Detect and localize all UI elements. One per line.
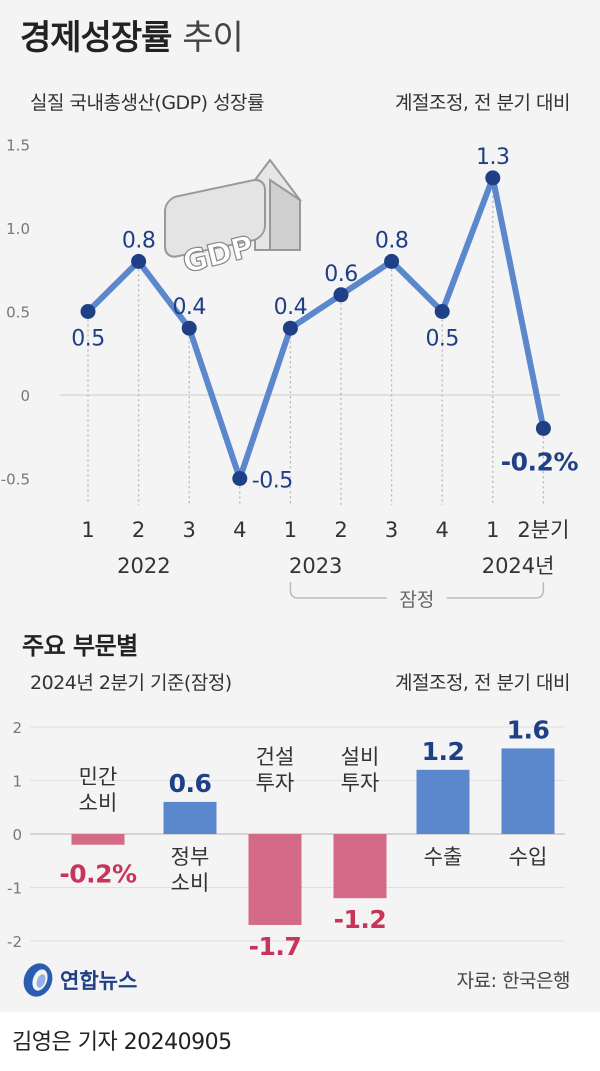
x-year-label: 2022	[117, 554, 170, 578]
gdp-illustration: GDP	[164, 158, 302, 281]
gdp-data-point	[131, 253, 147, 269]
sector-bar	[333, 834, 387, 899]
gdp-value-label: 0.6	[324, 262, 358, 287]
sector-category-line: 민간	[79, 765, 118, 789]
sector-value-label: 1.6	[507, 715, 550, 744]
sector-value-label: 0.6	[169, 769, 212, 798]
gdp-value-label: 0.4	[274, 295, 308, 320]
chart2-note: 계절조정, 전 분기 대비	[395, 672, 570, 694]
sector-bar	[248, 834, 302, 925]
y-tick-label: 0.5	[6, 304, 30, 322]
sector-category-line: 정부	[171, 845, 210, 869]
sector-value-label: 1.2	[422, 737, 465, 766]
gdp-value-label: 1.3	[476, 145, 510, 170]
x-tick-label: 2	[132, 518, 145, 542]
sector-bar	[71, 834, 125, 845]
sector-category-line: 소비	[79, 791, 118, 815]
y-tick-label: 0	[20, 387, 30, 405]
chart1-note: 계절조정, 전 분기 대비	[395, 92, 570, 114]
byline: 김영은 기자 20240905	[12, 1030, 232, 1055]
gdp-value-label: 0.5	[71, 327, 105, 352]
sector-value-label: -1.2	[334, 905, 387, 934]
sector-category-label: 정부 소비	[171, 845, 210, 895]
x-tick-label: 2분기	[517, 518, 569, 542]
gdp-value-label: 0.4	[172, 295, 206, 320]
gdp-value-label: -0.2%	[501, 447, 579, 476]
gdp-value-label: 0.8	[122, 228, 156, 253]
gdp-data-point	[80, 304, 96, 319]
section2-title: 주요 부문별	[22, 632, 138, 660]
gdp-series-line	[85, 174, 547, 482]
chart1-subtitle: 실질 국내총생산(GDP) 성장률	[30, 92, 265, 114]
sector-bar	[163, 801, 217, 834]
y-tick-label: 0	[12, 826, 22, 844]
gdp-data-point	[434, 304, 450, 319]
x-year-label: 2023	[289, 554, 342, 578]
gdp-value-label: -0.5	[252, 469, 293, 494]
page-title: 경제성장률 추이	[20, 18, 244, 58]
gdp-data-point	[181, 320, 197, 336]
y-tick-label: -1	[7, 880, 22, 898]
y-tick-label: -0.5	[1, 471, 30, 489]
footer-bar	[0, 1012, 600, 1071]
sector-category-label: 민간 소비	[79, 765, 118, 815]
gdp-data-point	[282, 320, 298, 336]
gdp-block-shape	[164, 178, 266, 258]
y-tick-label: 1.5	[6, 137, 30, 155]
sector-category-line: 소비	[171, 871, 210, 895]
gdp-data-point	[384, 253, 400, 269]
x-tick-label: 1	[284, 518, 297, 542]
gdp-data-point	[333, 287, 349, 303]
source-note: 자료: 한국은행	[456, 970, 571, 992]
x-tick-label: 1	[81, 518, 94, 542]
sector-category-line: 설비	[341, 745, 380, 769]
sector-category-line: 투자	[256, 771, 295, 795]
arrow-side-shape	[269, 178, 301, 251]
gdp-data-point	[232, 471, 248, 486]
sector-category-line: 수출	[424, 845, 463, 869]
y-tick-label: 1.0	[6, 220, 30, 238]
x-tick-label: 4	[436, 518, 449, 542]
gdp-data-point	[485, 170, 501, 186]
x-tick-label: 3	[385, 518, 398, 542]
y-tick-label: -2	[7, 933, 22, 951]
gdp-value-label: 0.8	[375, 228, 409, 253]
x-tick-label: 2	[334, 518, 347, 542]
gdp-line-chart: 1.5 1.0 0.5 0 -0.5 GDP 0.5 0.8 0.4 -0.5 0.4 0.6 0.8 0…	[1, 137, 579, 612]
sector-bar	[501, 748, 555, 834]
x-year-label: 2024년	[482, 554, 555, 578]
sector-category-line: 수입	[509, 845, 548, 869]
yonhap-logo: 연합뉴스	[16, 958, 186, 1006]
sector-category-line: 투자	[341, 771, 380, 795]
y-tick-label: 1	[12, 773, 22, 791]
sector-bar	[416, 769, 470, 834]
gdp-value-label: 0.5	[425, 327, 459, 352]
sector-category-label: 설비 투자	[341, 745, 380, 795]
gdp-data-point	[535, 420, 551, 436]
y-tick-label: 2	[12, 719, 22, 737]
sector-value-label: -0.2%	[59, 860, 137, 889]
sector-category-label: 수입	[509, 845, 548, 869]
sector-category-label: 수출	[424, 845, 463, 869]
logo-text: 연합뉴스	[60, 969, 137, 993]
page-title-suffix: 추이	[182, 18, 244, 58]
chart2-subtitle: 2024년 2분기 기준(잠정)	[30, 672, 232, 694]
sector-value-label: -1.7	[249, 932, 302, 960]
sector-category-label: 건설 투자	[256, 745, 295, 795]
provisional-label: 잠정	[399, 589, 434, 611]
x-tick-label: 3	[183, 518, 196, 542]
provisional-label-bg	[386, 588, 447, 610]
yonhap-logo-icon: 연합뉴스	[23, 963, 137, 997]
sector-category-line: 건설	[256, 745, 295, 769]
x-tick-label: 4	[233, 518, 246, 542]
x-tick-label: 1	[486, 518, 499, 542]
